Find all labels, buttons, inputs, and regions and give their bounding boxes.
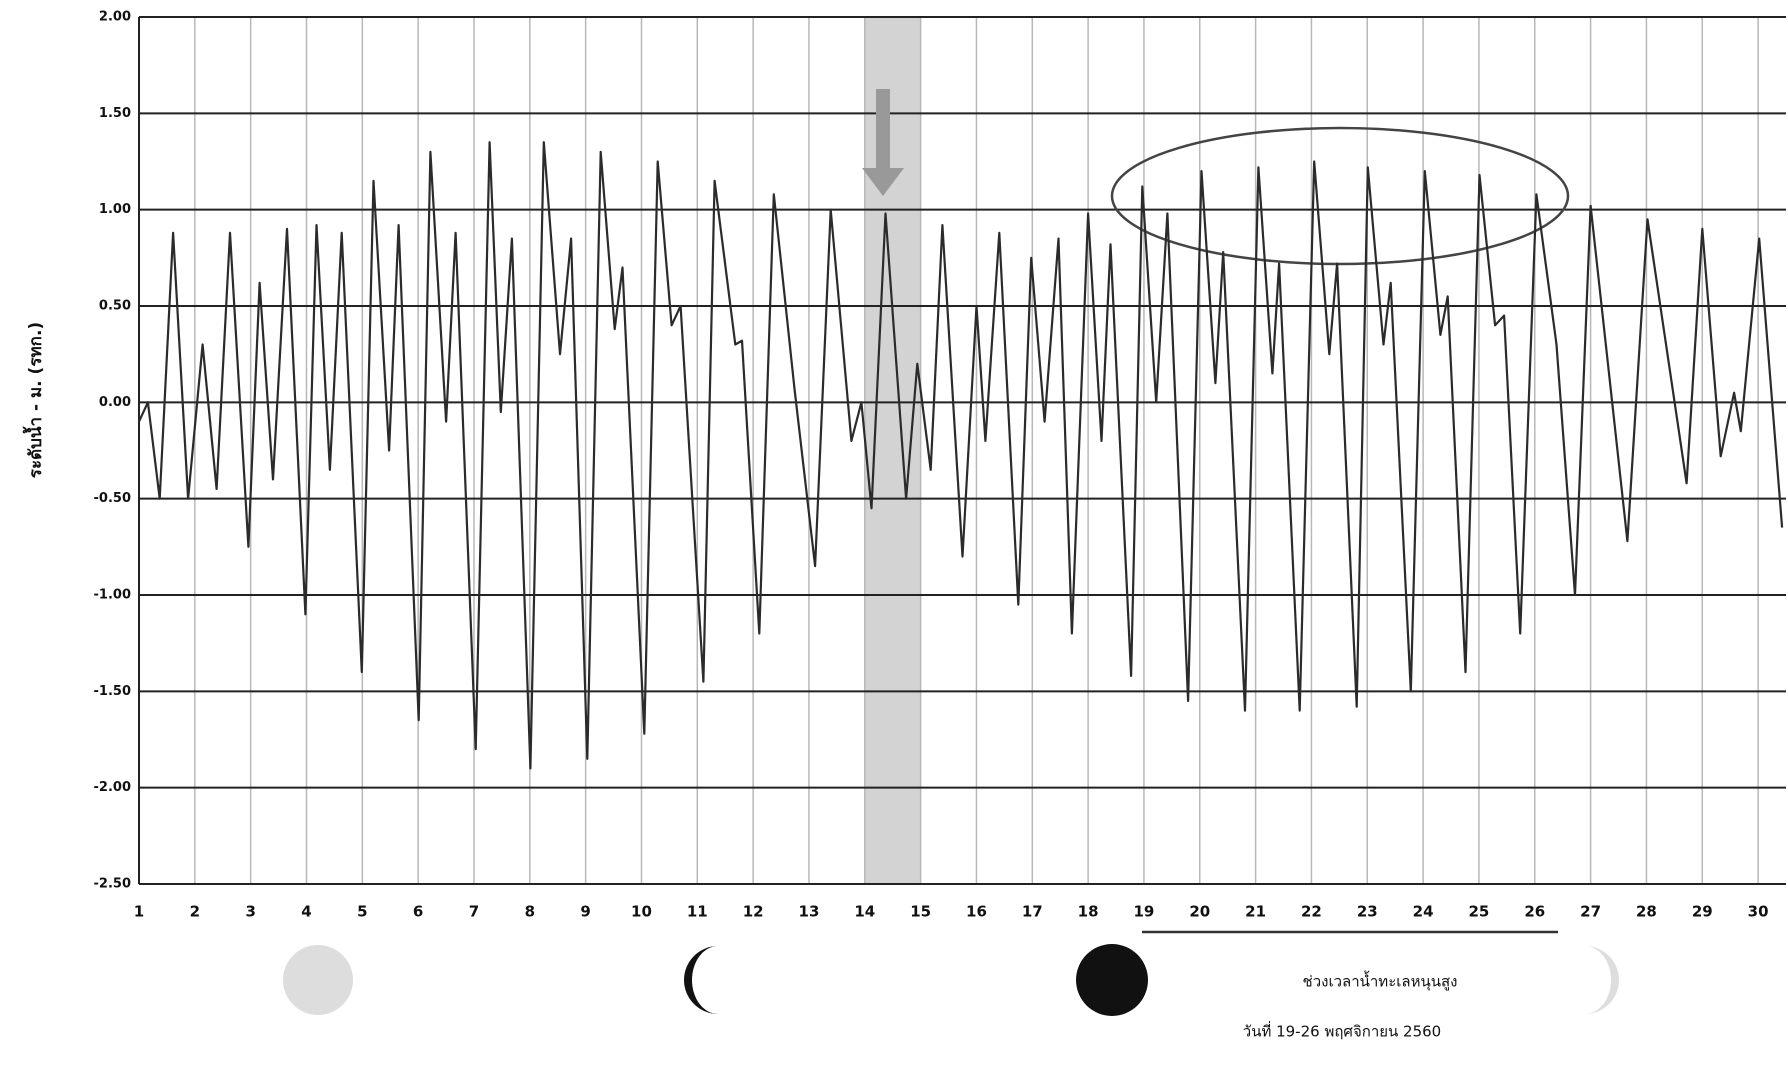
x-tick-label: 22	[1301, 903, 1322, 921]
x-tick-label: 13	[799, 903, 820, 921]
x-tick-label: 24	[1413, 903, 1434, 921]
x-tick-label: 15	[910, 903, 931, 921]
x-tick-label: 2	[190, 903, 200, 921]
y-tick-label: -2.50	[94, 877, 131, 892]
x-tick-label: 29	[1692, 903, 1713, 921]
x-tick-label: 4	[301, 903, 311, 921]
x-tick-label: 8	[525, 903, 535, 921]
annotation: วันที่ 19-26 พฤศจิกายน 2560	[1243, 1021, 1441, 1041]
x-tick-label: 28	[1636, 903, 1657, 921]
x-tick-label: 21	[1245, 903, 1266, 921]
new-moon-icon	[1076, 944, 1148, 1016]
first-quarter-icon	[1585, 946, 1619, 1014]
y-tick-label: 1.50	[99, 106, 131, 121]
x-tick-label: 23	[1357, 903, 1378, 921]
x-tick-label: 5	[357, 903, 367, 921]
x-tick-label: 25	[1468, 903, 1489, 921]
x-tick-label: 10	[631, 903, 652, 921]
y-axis-label: ระดับน้ำ - ม. (รทก.)	[22, 322, 46, 478]
background: 1 2 3 4 5 6 7 8 9 10 11 12 13 14 15 16 17 18 19 20 21 22 23 24 2…	[94, 10, 1786, 921]
y-tick-label: 1.00	[99, 202, 131, 217]
y-tick-label: -1.50	[94, 684, 131, 699]
x-tick-label: 30	[1748, 903, 1769, 921]
x-tick-label: 16	[966, 903, 987, 921]
x-tick-label: 26	[1524, 903, 1545, 921]
x-tick-label: 1	[134, 903, 144, 921]
x-tick-label: 3	[245, 903, 255, 921]
y-tick-label: -2.00	[94, 780, 131, 795]
y-tick-label: -1.00	[94, 588, 131, 603]
x-tick-label: 18	[1078, 903, 1099, 921]
x-tick-label: 6	[413, 903, 423, 921]
full-moon-icon	[283, 945, 353, 1015]
last-quarter-icon	[684, 946, 718, 1014]
y-tick-label: 0.50	[99, 299, 131, 314]
highlight-ellipse	[1110, 126, 1570, 266]
x-tick-label: 19	[1134, 903, 1155, 921]
tide-line	[138, 141, 1784, 770]
y-tick-label: 2.00	[99, 10, 131, 25]
y-tick-label: -0.50	[94, 491, 131, 506]
arrow	[862, 89, 904, 196]
annotation: ช่วงเวลาน้ำทะเลหนุนสูง	[1303, 971, 1458, 992]
x-tick-label: 27	[1580, 903, 1601, 921]
y-tick-label: 0.00	[99, 395, 131, 410]
x-tick-label: 20	[1189, 903, 1210, 921]
x-tick-label: 9	[580, 903, 590, 921]
x-tick-label: 12	[743, 903, 764, 921]
x-tick-label: 7	[469, 903, 479, 921]
x-tick-label: 14	[854, 903, 875, 921]
x-tick-label: 11	[687, 903, 708, 921]
x-tick-label: 17	[1022, 903, 1043, 921]
